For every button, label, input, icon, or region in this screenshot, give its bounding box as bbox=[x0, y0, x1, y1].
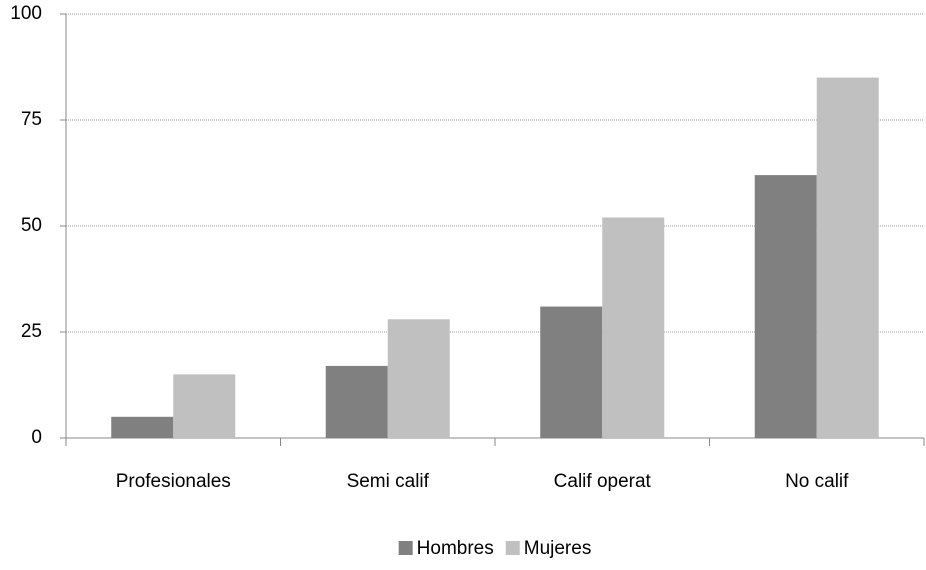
bar bbox=[325, 365, 388, 438]
y-tick-label: 100 bbox=[10, 3, 42, 24]
y-tick-label: 25 bbox=[21, 321, 42, 342]
bar bbox=[111, 416, 174, 438]
x-tick-label: Profesionales bbox=[116, 471, 231, 492]
x-tick-label: No calif bbox=[785, 471, 849, 492]
y-tick-label: 0 bbox=[31, 427, 42, 448]
bar bbox=[387, 319, 450, 438]
legend: Hombres Mujeres bbox=[398, 538, 592, 559]
y-tick-label: 50 bbox=[21, 215, 42, 236]
legend-label: Hombres bbox=[417, 538, 494, 559]
bar bbox=[754, 175, 817, 438]
bar bbox=[173, 374, 236, 438]
bar bbox=[540, 306, 603, 438]
x-tick-label: Calif operat bbox=[554, 471, 652, 492]
legend-label: Mujeres bbox=[524, 538, 592, 559]
y-tick-label: 75 bbox=[21, 109, 42, 130]
bar bbox=[816, 77, 879, 438]
legend-swatch bbox=[505, 541, 520, 555]
legend-swatch bbox=[398, 541, 413, 555]
bar bbox=[602, 217, 665, 438]
x-tick-label: Semi calif bbox=[347, 471, 430, 492]
